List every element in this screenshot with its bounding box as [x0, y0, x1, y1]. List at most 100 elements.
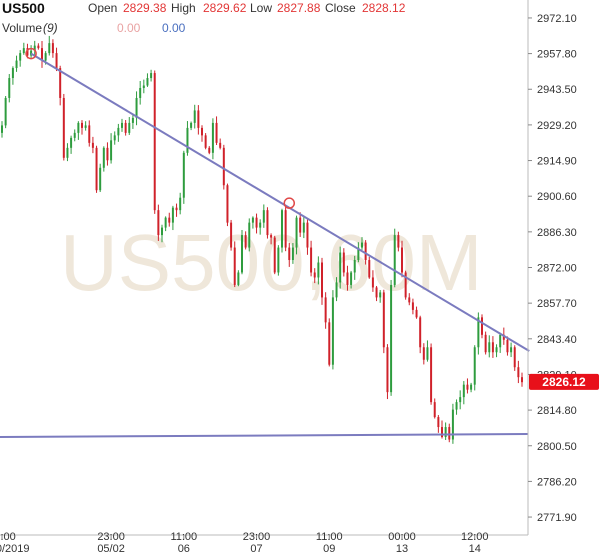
chart-header: US500 Open 2829.38 High 2829.62 Low 2827…	[2, 0, 406, 35]
candle-body	[521, 377, 523, 383]
candle-body	[99, 167, 102, 191]
candle-body	[273, 237, 276, 273]
candle-body	[324, 297, 327, 323]
candle-body	[368, 260, 371, 278]
candle-body	[51, 43, 54, 54]
candle-body	[128, 122, 131, 133]
candle-body	[66, 147, 69, 158]
y-tick-label: 2771.90	[537, 512, 577, 524]
trendline-anchor-handle[interactable]	[283, 197, 296, 209]
candle-body	[30, 50, 33, 56]
candle-body	[295, 217, 298, 248]
candle-body	[124, 122, 127, 133]
candle-body	[350, 272, 353, 285]
candle-body	[499, 334, 502, 348]
x-tick-date-label: 09	[323, 543, 335, 555]
y-tick-label: 2900.60	[537, 191, 577, 203]
candle-body	[422, 347, 425, 360]
candle-body	[488, 342, 491, 353]
x-tick-time-label: 17:00	[0, 531, 16, 543]
candle-body	[335, 282, 338, 298]
candle-body	[302, 222, 305, 233]
candle-body	[259, 222, 262, 228]
candle-body	[444, 427, 447, 438]
candle-body	[353, 260, 356, 273]
candle-body	[33, 45, 36, 51]
candle-body	[404, 272, 407, 298]
candle-body	[179, 197, 182, 211]
candle-body	[131, 117, 134, 123]
candle-body	[8, 78, 11, 98]
watermark: US500,60M	[60, 218, 482, 307]
current-price-tag-background	[529, 373, 599, 390]
candle-body	[313, 272, 316, 278]
candle-body	[164, 217, 167, 228]
candle-body	[204, 135, 207, 148]
candle-body	[146, 78, 149, 86]
symbol-label: US500	[2, 0, 45, 16]
candle-body	[375, 287, 378, 298]
high-value: 2829.62	[203, 1, 247, 15]
candle-body	[219, 142, 222, 148]
candle-body	[473, 347, 476, 385]
candle-body	[55, 53, 58, 69]
x-tick-date-label: 07	[250, 543, 262, 555]
candle-body	[193, 110, 196, 123]
candle-body	[433, 402, 436, 418]
candle-body	[70, 137, 73, 148]
candle-body	[379, 292, 382, 298]
close-value: 2828.12	[362, 1, 406, 15]
candle-body	[19, 53, 22, 61]
candle-body	[291, 247, 294, 261]
candle-body	[37, 45, 40, 49]
candle-body	[59, 68, 62, 98]
candle-body	[401, 247, 403, 273]
candle-body	[299, 217, 302, 233]
x-tick-time-label: 12:00	[461, 531, 489, 543]
x-axis: 17:0004/30/201923:0005/0211:000623:00071…	[0, 531, 488, 555]
trendline-anchor-handle[interactable]	[25, 47, 37, 60]
candle-body	[502, 334, 505, 340]
drawn-lines[interactable]	[0, 47, 530, 439]
x-tick-time-label: 11:00	[316, 531, 343, 543]
candle-body	[448, 427, 451, 440]
candle-body	[484, 334, 487, 353]
y-tick-label: 2886.30	[537, 227, 577, 239]
candle-body	[211, 122, 214, 153]
candle-body	[411, 302, 414, 310]
candle-body	[346, 272, 349, 285]
candle-body	[284, 210, 287, 248]
x-tick-time-label: 23:00	[243, 531, 271, 543]
candle-body	[222, 147, 225, 186]
y-tick-label: 2943.50	[537, 84, 577, 96]
candle-body	[215, 122, 218, 143]
x-tick-date-label: 05/02	[97, 543, 125, 555]
candle-body	[237, 272, 240, 285]
candle-body	[288, 247, 291, 261]
plot-area[interactable]	[0, 0, 528, 535]
candle-body	[408, 297, 411, 303]
candle-body	[266, 210, 269, 236]
candle-body	[281, 210, 283, 248]
current-price-tag: 2826.12	[529, 373, 599, 390]
y-axis: 2972.10 2957.80 2943.50 2929.20 2914.90 2900.…	[528, 13, 577, 524]
candle-body	[506, 339, 509, 353]
candle-body	[4, 97, 7, 126]
candle-body	[135, 97, 138, 118]
candle-body	[371, 277, 374, 288]
candle-body	[397, 235, 400, 248]
y-tick-label: 2972.10	[537, 13, 577, 25]
volume-period: (9)	[43, 21, 58, 35]
candle-body	[106, 147, 109, 161]
candle-body	[382, 292, 385, 348]
candle-body	[84, 125, 87, 128]
candle-body	[1, 125, 3, 133]
support-line[interactable]	[0, 433, 529, 439]
candle-body	[102, 147, 105, 168]
y-tick-label: 2857.70	[537, 298, 577, 310]
descending-trendline[interactable]	[30, 52, 530, 352]
x-tick-date-label: 14	[469, 543, 481, 555]
candle-body	[244, 235, 247, 248]
volume-value-2: 0.00	[162, 21, 186, 35]
